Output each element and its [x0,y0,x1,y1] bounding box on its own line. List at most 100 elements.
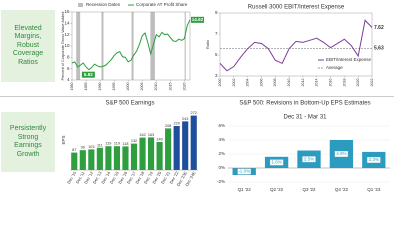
series-line [71,19,191,71]
x-tick-label: Dec '11 [75,170,86,185]
bar [79,150,86,170]
y-axis-label: Ratio [206,40,210,49]
x-tick-label: 2010 [154,83,158,91]
x-tick-label: 2006 [259,79,263,87]
x-tick-label: Q1 '22 [238,187,252,192]
y-tick-label: 0% [218,165,225,170]
bar [182,121,189,170]
x-tick-label: Dec '20 [151,170,162,185]
value-label-box [269,159,284,166]
x-tick-label: Dec '22 [168,170,179,185]
x-tick-label: 2012 [301,79,305,87]
bar [113,146,121,170]
value-label: 103 [88,145,94,149]
x-tick-label: 2020 [356,79,360,87]
value-label: 140 [156,138,162,142]
x-tick-label: 2022 [370,79,374,87]
annotation-label: 5.82 [84,72,93,77]
chart-title: S&P 500 Earnings [106,101,155,107]
x-tick-label: 1980 [70,83,74,91]
x-tick-label: 1990 [98,83,102,91]
y-tick-label: 6 [67,66,70,71]
value-label-box [367,156,381,163]
recession-band [184,12,186,80]
x-tick-label: 2015 [168,83,172,91]
y-tick-label: 7 [215,31,218,36]
bar [105,146,112,170]
value-label: 272 [191,111,197,115]
value-label-box [334,151,349,157]
value-label-box [237,168,251,175]
x-tick-label: Dec '15 [109,170,120,185]
x-tick-label: 2005 [140,83,144,91]
bar [165,128,172,170]
x-tick-label: 1985 [84,83,88,91]
value-label: 87 [72,148,76,152]
bar [130,143,138,170]
x-tick-label: 2004 [246,79,250,87]
legend-label: EBIT/Interest Expense [326,57,372,62]
charts: Percent of Corporate Gross Value Added 4 6… [0,2,394,192]
x-tick-label: 2000 [126,83,130,91]
y-tick-label: 14 [64,21,70,26]
y-tick-label: 9 [215,10,218,15]
value-label: 99 [81,146,85,150]
y-axis-label: EPS [61,135,66,144]
legend-swatch [78,3,83,7]
value-label: -1.0% [238,169,250,174]
recession-band [76,12,81,80]
x-tick-label: Dec '17 [126,170,137,185]
sidebar: Elevated Margins, Robust Coverage Ratios [1,10,55,82]
y-tick-label: 4 [67,77,70,82]
value-label: 163 [148,133,154,137]
legend-label: Recession Dates [86,2,121,7]
x-tick-label: Dec '14 [100,170,111,185]
value-label: 119 [114,142,120,146]
x-tick-label: Dec '16 [117,170,128,185]
x-tick-label: Dec '13 [92,170,103,185]
x-tick-label: Dec '19 [143,170,154,185]
bar [96,147,103,170]
recession-band [131,12,134,80]
chart-title: S&P 500: Revisions in Bottom-Up EPS Esti… [239,101,370,107]
x-tick-label: 2000 [218,79,222,87]
bar [147,137,155,170]
y-tick-label: 12 [64,32,70,37]
bar [173,126,180,170]
legend-label: Corporate AT Profit Share [136,2,188,7]
recession-band [101,12,104,80]
annotation-label: 7.62 [374,25,384,31]
plot-frame [219,12,373,77]
bar [122,146,129,170]
value-label: 4.0% [336,151,346,156]
y-tick-label: 2% [218,151,225,156]
average-label: 5.63 [374,46,384,52]
value-label-box [302,156,316,163]
legend-label: Average [326,65,343,70]
y-tick-label: 10 [64,43,70,48]
x-tick-label: Dec '21 [160,170,171,185]
x-tick-label: Q4 '22 [335,187,349,192]
bar [71,152,78,170]
y-axis-label: Percent of Corporate Gross Value Added [61,12,65,81]
x-tick-label: 1995 [112,83,116,91]
x-tick-label: Dec '12 [83,170,94,185]
y-tick-label: 6% [218,123,225,128]
annotation-label: 14.62 [192,17,204,22]
y-tick-label: -2% [217,179,225,184]
y-tick-label: 4% [218,137,225,142]
x-tick-label: 2018 [342,79,346,87]
plot-frame [71,11,191,81]
label-box [191,16,204,23]
x-tick-label: Q2 '22 [270,187,284,192]
value-label: 1.6% [271,160,281,165]
bar [139,137,146,170]
value-label: 220 [173,122,179,126]
x-tick-label: 2020 [182,83,186,91]
x-tick-label: Dec '18 [134,170,145,185]
value-label: 2.3% [369,157,379,162]
x-tick-label: 2014 [315,79,319,87]
y-tick-label: 8 [67,55,70,60]
y-tick-label: 3 [215,73,218,78]
x-tick-label: 2008 [273,79,277,87]
